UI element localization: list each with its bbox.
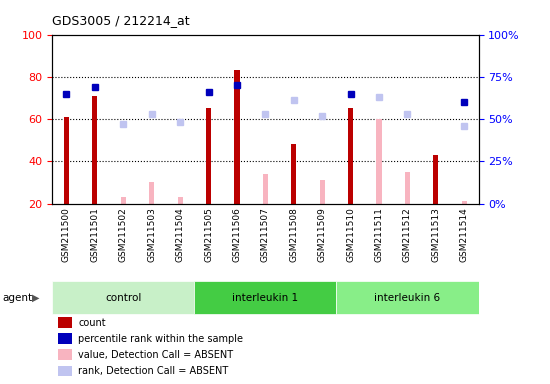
Text: GSM211503: GSM211503 [147, 207, 156, 262]
Text: GSM211501: GSM211501 [90, 207, 100, 262]
Text: GSM211511: GSM211511 [375, 207, 383, 262]
Text: GSM211510: GSM211510 [346, 207, 355, 262]
Bar [462, 201, 467, 204]
Text: interleukin 1: interleukin 1 [232, 293, 299, 303]
Text: GSM211500: GSM211500 [62, 207, 71, 262]
Text: value, Detection Call = ABSENT: value, Detection Call = ABSENT [78, 350, 233, 360]
Bar [234, 71, 239, 204]
Text: GSM211502: GSM211502 [119, 207, 128, 262]
Text: control: control [105, 293, 141, 303]
Text: GSM211512: GSM211512 [403, 207, 412, 262]
Bar [320, 180, 324, 204]
Text: GDS3005 / 212214_at: GDS3005 / 212214_at [52, 14, 190, 27]
Bar [52, 281, 194, 314]
Text: GSM211507: GSM211507 [261, 207, 270, 262]
Text: rank, Detection Call = ABSENT: rank, Detection Call = ABSENT [78, 366, 228, 376]
Bar [337, 281, 478, 314]
Bar [92, 96, 97, 204]
Bar [377, 119, 382, 204]
Text: GSM211506: GSM211506 [233, 207, 241, 262]
Text: agent: agent [3, 293, 33, 303]
Bar [178, 197, 183, 204]
Bar [64, 117, 69, 204]
Bar [121, 197, 126, 204]
Text: interleukin 6: interleukin 6 [375, 293, 441, 303]
Text: GSM211505: GSM211505 [204, 207, 213, 262]
Text: GSM211514: GSM211514 [460, 207, 469, 262]
Bar [348, 109, 353, 204]
Text: GSM211504: GSM211504 [175, 207, 185, 262]
Bar [263, 174, 268, 204]
Text: GSM211509: GSM211509 [318, 207, 327, 262]
Bar [292, 144, 296, 204]
Text: count: count [78, 318, 106, 328]
Text: ▶: ▶ [32, 293, 40, 303]
Bar [405, 172, 410, 204]
Text: percentile rank within the sample: percentile rank within the sample [78, 334, 243, 344]
Bar [206, 109, 211, 204]
Bar [149, 182, 154, 204]
Bar [433, 155, 438, 204]
Bar [194, 281, 337, 314]
Text: GSM211508: GSM211508 [289, 207, 298, 262]
Text: GSM211513: GSM211513 [431, 207, 441, 262]
